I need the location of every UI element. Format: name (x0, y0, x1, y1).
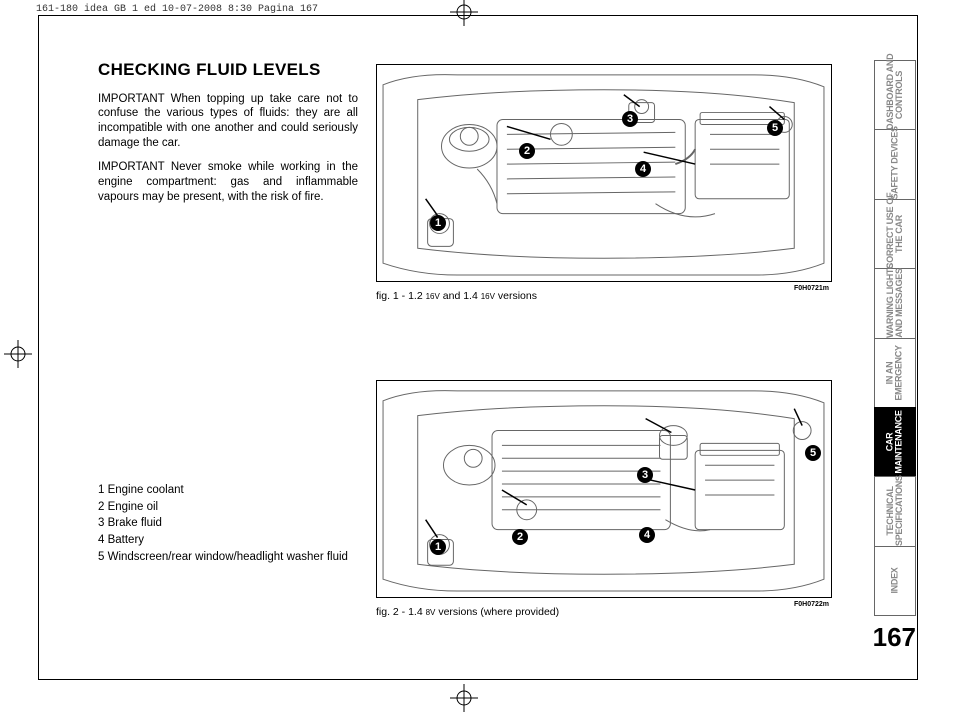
registration-mark-bottom (450, 684, 478, 712)
figure-1-code: F0H0721m (794, 285, 829, 292)
legend-list: 1 Engine coolant 2 Engine oil 3 Brake fl… (98, 482, 358, 565)
tab-warning[interactable]: WARNING LIGHTSAND MESSAGES (874, 268, 916, 337)
legend-item-5: 5 Windscreen/rear window/headlight washe… (98, 549, 358, 566)
callout-marker-3: 3 (622, 111, 638, 127)
figure-2-engine-diagram: 1 2 3 4 5 (376, 380, 832, 598)
registration-mark-left (4, 340, 32, 368)
print-header: 161-180 idea GB 1 ed 10-07-2008 8:30 Pag… (36, 4, 318, 15)
figure-2-caption: fig. 2 - 1.4 8V versions (where provided… (376, 606, 559, 618)
legend-item-1: 1 Engine coolant (98, 482, 358, 499)
figure-1-caption: fig. 1 - 1.2 16V and 1.4 16V versions (376, 290, 537, 302)
tab-emergency[interactable]: IN ANEMERGENCY (874, 338, 916, 407)
tab-index[interactable]: INDEX (874, 546, 916, 616)
engine-illustration-1 (377, 65, 831, 281)
callout-marker-2: 2 (519, 143, 535, 159)
section-tabs: DASHBOARD ANDCONTROLS SAFETY DEVICES COR… (874, 60, 916, 616)
figure-2-code: F0H0722m (794, 601, 829, 608)
important-paragraph-2: IMPORTANT Never smoke while working in t… (98, 160, 358, 204)
callout-marker-3: 3 (637, 467, 653, 483)
callout-marker-1: 1 (430, 539, 446, 555)
engine-illustration-2 (377, 381, 831, 597)
legend-item-3: 3 Brake fluid (98, 515, 358, 532)
figure-1-engine-diagram: 1 2 3 4 5 (376, 64, 832, 282)
callout-marker-4: 4 (635, 161, 651, 177)
tab-dashboard[interactable]: DASHBOARD ANDCONTROLS (874, 60, 916, 129)
legend-item-2: 2 Engine oil (98, 499, 358, 516)
tab-maintenance[interactable]: CARMAINTENANCE (874, 407, 916, 476)
callout-marker-5: 5 (767, 120, 783, 136)
callout-marker-4: 4 (639, 527, 655, 543)
tab-specs[interactable]: TECHNICALSPECIFICATIONS (874, 476, 916, 545)
important-paragraph-1: IMPORTANT When topping up take care not … (98, 92, 358, 151)
callout-marker-5: 5 (805, 445, 821, 461)
callout-marker-1: 1 (430, 215, 446, 231)
callout-marker-2: 2 (512, 529, 528, 545)
legend-item-4: 4 Battery (98, 532, 358, 549)
tab-correct-use[interactable]: CORRECT USE OFTHE CAR (874, 199, 916, 268)
tab-safety[interactable]: SAFETY DEVICES (874, 129, 916, 198)
page-number: 167 (873, 622, 916, 653)
